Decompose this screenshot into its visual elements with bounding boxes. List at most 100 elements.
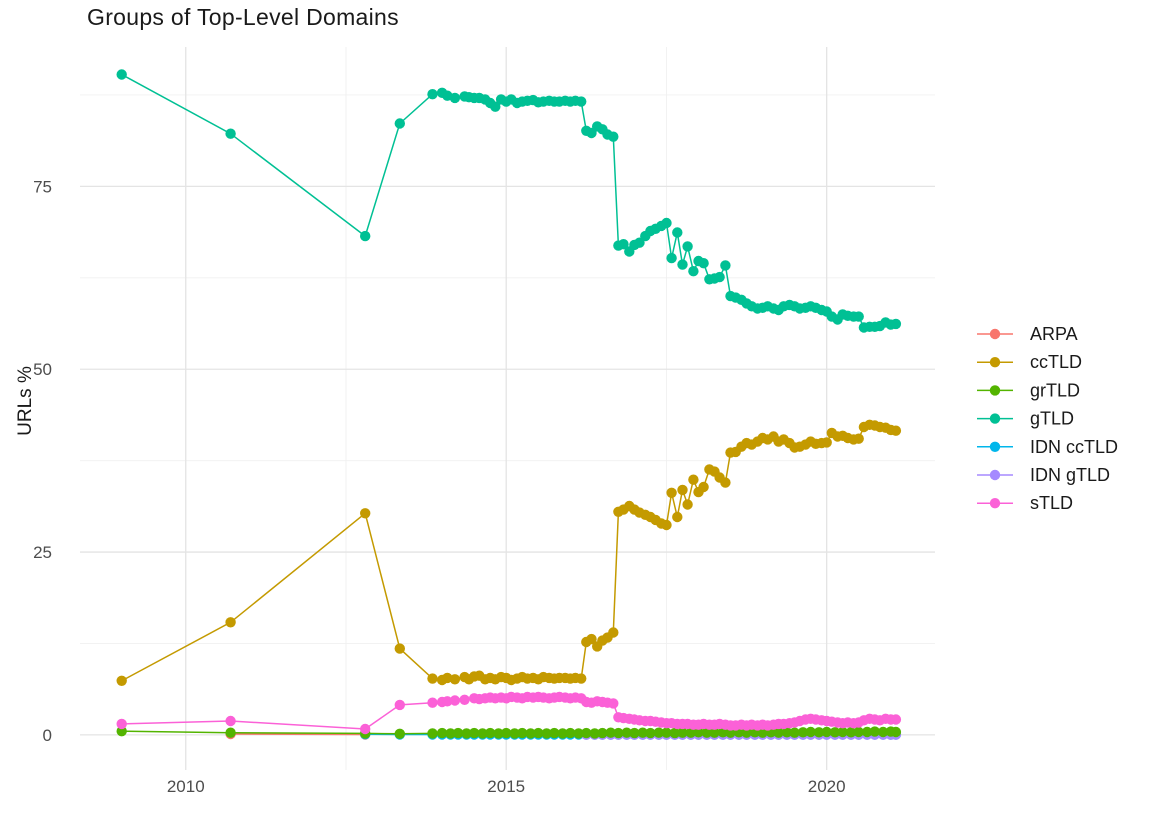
data-point	[576, 673, 587, 684]
legend-key-dot	[989, 357, 1001, 368]
data-point	[709, 727, 720, 738]
legend-key-dot	[989, 385, 1001, 396]
legend-key-dot	[989, 469, 1001, 481]
data-point	[485, 727, 496, 739]
data-point	[813, 727, 825, 738]
data-point	[501, 727, 512, 739]
data-point	[621, 727, 632, 738]
data-point	[672, 511, 683, 523]
data-point	[360, 723, 371, 735]
data-point	[853, 433, 864, 444]
legend-label: IDN ccTLD	[1030, 437, 1118, 457]
data-point	[576, 96, 587, 107]
series-gtld	[116, 69, 902, 333]
data-point	[608, 131, 619, 142]
data-point	[890, 726, 902, 738]
legend-key-dot	[989, 441, 1001, 452]
axis-labels: 0 25 50 75 2010 2015 2020	[33, 177, 846, 796]
series-line-cctld	[121, 424, 897, 682]
data-point	[757, 727, 768, 738]
data-point	[672, 227, 683, 238]
legend-item-cctld: ccTLD	[977, 352, 1082, 372]
data-point	[427, 697, 438, 708]
data-point	[698, 481, 709, 493]
y-axis-title: URLs %	[15, 366, 36, 436]
y-tick-label: 0	[43, 726, 52, 745]
data-point	[805, 726, 816, 738]
legend-item-arpa: ARPA	[977, 324, 1078, 344]
data-point	[525, 728, 536, 739]
data-point	[821, 726, 832, 738]
data-point	[797, 727, 809, 738]
data-point	[394, 728, 405, 739]
y-tick-label: 25	[33, 543, 52, 562]
data-point	[890, 425, 902, 436]
data-point	[677, 259, 688, 270]
data-point	[693, 727, 704, 738]
data-point	[890, 714, 902, 725]
data-point	[533, 727, 544, 739]
data-point	[890, 318, 902, 330]
series-arpa	[225, 728, 371, 740]
data-point	[394, 643, 405, 654]
data-point	[688, 266, 699, 277]
legend-item-grtld: grTLD	[977, 380, 1080, 400]
data-point	[581, 727, 592, 739]
data-point	[698, 258, 709, 269]
x-tick-label: 2015	[487, 777, 525, 796]
data-point	[877, 726, 889, 738]
data-point	[394, 118, 405, 129]
legend: ARPA ccTLD grTLD gTLD IDN ccTLD IDN gTLD sTLD	[977, 324, 1118, 513]
data-point	[490, 101, 501, 112]
legend-label: ARPA	[1030, 324, 1078, 344]
legend-item-gtld: gTLD	[977, 409, 1074, 429]
data-point	[517, 727, 528, 739]
data-point	[459, 694, 470, 705]
legend-label: gTLD	[1030, 409, 1074, 429]
data-point	[469, 727, 480, 739]
data-point	[427, 673, 438, 684]
data-point	[677, 727, 688, 738]
data-point	[427, 728, 438, 739]
data-point	[509, 728, 520, 739]
data-point	[360, 230, 371, 242]
data-point	[661, 519, 672, 531]
data-point	[677, 484, 688, 496]
x-tick-label: 2020	[808, 777, 846, 796]
data-point	[661, 727, 672, 738]
data-point	[869, 726, 880, 737]
data-point	[225, 715, 236, 727]
data-point	[597, 727, 608, 739]
legend-key-dot	[989, 413, 1001, 424]
data-point	[360, 508, 371, 519]
legend-label: sTLD	[1030, 493, 1073, 513]
series-cctld	[116, 419, 902, 686]
legend-key-dot	[989, 498, 1001, 509]
chart-title: Groups of Top-Level Domains	[87, 4, 399, 30]
data-point	[452, 727, 464, 739]
data-point	[445, 728, 456, 739]
series-stld	[116, 691, 902, 735]
data-point	[685, 727, 696, 738]
data-point	[666, 252, 677, 264]
data-point	[666, 487, 677, 498]
data-point	[861, 726, 873, 738]
data-point	[661, 217, 672, 229]
data-point	[853, 726, 864, 738]
data-point	[845, 727, 857, 738]
data-point	[225, 727, 236, 738]
data-point	[637, 727, 648, 738]
data-point	[116, 726, 127, 737]
y-tick-label: 50	[33, 360, 52, 379]
data-point	[589, 728, 600, 739]
data-point	[789, 727, 800, 738]
x-tick-label: 2010	[167, 777, 205, 796]
legend-item-stld: sTLD	[977, 493, 1073, 513]
data-point	[741, 727, 752, 738]
data-point	[781, 727, 793, 738]
data-point	[461, 728, 472, 739]
gridlines	[80, 47, 935, 770]
data-point	[645, 727, 656, 739]
